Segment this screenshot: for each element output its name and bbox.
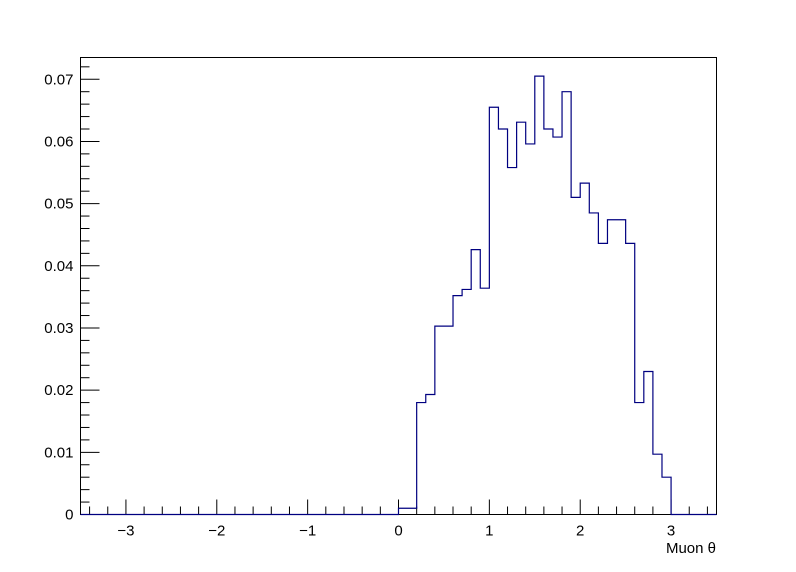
x-tick-label: 2	[576, 523, 584, 540]
y-tick-label: 0	[65, 507, 73, 524]
x-axis-title: Muon θ	[666, 540, 716, 557]
x-tick-label: −3	[117, 523, 134, 540]
x-tick-label: 0	[394, 523, 402, 540]
x-tick-label: −2	[208, 523, 225, 540]
y-tick-label: 0.06	[44, 133, 73, 150]
y-tick-label: 0.01	[44, 444, 73, 461]
y-tick-label: 0.03	[44, 320, 73, 337]
y-tick-label: 0.04	[44, 258, 73, 275]
histogram-series-line	[80, 75, 717, 516]
x-tick-label: 1	[485, 523, 493, 540]
x-axis-ticks: −3 −2 −1 0 1 2 3	[89, 499, 708, 540]
x-tick-label: −1	[299, 523, 316, 540]
x-tick-label: 3	[667, 523, 675, 540]
y-tick-label: 0.07	[44, 71, 73, 88]
y-tick-label: 0.02	[44, 382, 73, 399]
y-tick-label: 0.05	[44, 196, 73, 213]
plot-frame	[80, 57, 717, 515]
y-axis-ticks: 0 0.01 0.02 0.03 0.04 0.05 0.06 0.07	[44, 66, 100, 524]
